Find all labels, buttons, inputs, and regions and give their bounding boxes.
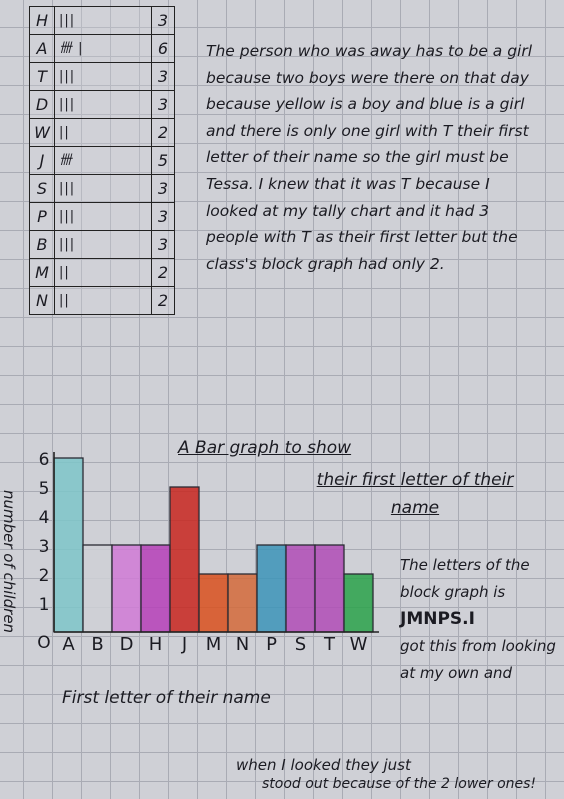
conclusion-letters: JMNPS.I: [400, 609, 475, 629]
tally-count: 3: [151, 90, 175, 119]
tally-row: S ||| 3: [29, 174, 175, 203]
tally-table: H ||| 3 A 卌 | 6 T ||| 3 D ||| 3 W || 2 J 卌 5 S ||| 3 P ||| 3 B ||…: [29, 6, 175, 315]
tally-letter: P: [29, 202, 55, 231]
y-tick-label: 2: [39, 566, 50, 586]
bar-H: [140, 544, 171, 633]
x-tick-label: T: [323, 634, 336, 655]
y-axis-label: number of children: [0, 490, 18, 634]
x-tick-label: B: [91, 634, 103, 655]
tally-row: D ||| 3: [29, 90, 175, 119]
y-tick-label: 6: [39, 450, 50, 470]
tally-count: 3: [151, 6, 175, 35]
tally-count: 2: [151, 286, 175, 315]
bar-B: [82, 544, 113, 633]
tally-letter: B: [29, 230, 55, 259]
tally-marks: |||: [54, 230, 152, 259]
x-tick-label: W: [350, 634, 368, 655]
conclusion-line-3: got this from looking at my own and: [400, 637, 556, 682]
tally-row: W || 2: [29, 118, 175, 147]
origin-label: O: [37, 633, 50, 653]
x-tick-label: N: [236, 634, 249, 655]
bar-T: [314, 544, 345, 633]
tally-row: H ||| 3: [29, 6, 175, 35]
y-tick-label: 3: [39, 537, 50, 557]
tally-letter: J: [29, 146, 55, 175]
tally-letter: T: [29, 62, 55, 91]
tally-letter: H: [29, 6, 55, 35]
bar-S: [285, 544, 316, 633]
tally-count: 5: [151, 146, 175, 175]
tally-letter: A: [29, 34, 55, 63]
bar-chart: 1 2 3 4 5 6 O A B D H J M N P S T W: [37, 450, 379, 655]
x-tick-label: D: [120, 634, 134, 655]
tally-marks: ||: [54, 286, 152, 315]
tally-marks: |||: [54, 202, 152, 231]
tally-marks: ||: [54, 118, 152, 147]
tally-marks: |||: [54, 174, 152, 203]
tally-row: P ||| 3: [29, 202, 175, 231]
tally-row: T ||| 3: [29, 62, 175, 91]
bar-P: [256, 544, 287, 633]
bar-D: [111, 544, 142, 633]
x-tick-label: S: [295, 634, 306, 655]
tally-count: 3: [151, 174, 175, 203]
bar-W: [343, 573, 374, 633]
tally-row: M || 2: [29, 258, 175, 287]
tally-row: N || 2: [29, 286, 175, 315]
x-tick-label: H: [149, 634, 163, 655]
tally-letter: D: [29, 90, 55, 119]
tally-letter: M: [29, 258, 55, 287]
chart-title-line-1: A Bar graph to show: [178, 438, 352, 458]
tally-marks: |||: [54, 6, 152, 35]
bar-N: [227, 573, 258, 633]
y-tick-label: 4: [39, 508, 50, 528]
x-tick-label: P: [266, 634, 277, 655]
tally-count: 3: [151, 62, 175, 91]
tally-marks: 卌 |: [54, 34, 152, 63]
tally-marks: |||: [54, 90, 152, 119]
conclusion-line-1: The letters of the block graph is: [400, 556, 530, 601]
tally-count: 2: [151, 118, 175, 147]
bottom-note-line-1: when I looked they just: [236, 756, 411, 774]
chart-title-line-2: their first letter of their name: [316, 470, 514, 518]
y-tick-label: 1: [39, 595, 50, 615]
bottom-note-line-2: stood out because of the 2 lower ones!: [262, 776, 537, 792]
tally-count: 2: [151, 258, 175, 287]
bar-M: [198, 573, 229, 633]
tally-letter: S: [29, 174, 55, 203]
y-tick-label: 5: [39, 479, 50, 499]
tally-count: 3: [151, 230, 175, 259]
tally-count: 3: [151, 202, 175, 231]
tally-letter: N: [29, 286, 55, 315]
tally-marks: |||: [54, 62, 152, 91]
tally-count: 6: [151, 34, 175, 63]
tally-letter: W: [29, 118, 55, 147]
x-tick-label: M: [206, 634, 222, 655]
tally-marks: 卌: [54, 146, 152, 175]
bar-J: [169, 486, 200, 633]
x-tick-label: A: [62, 634, 75, 655]
tally-row: B ||| 3: [29, 230, 175, 259]
conclusion-text: The letters of the block graph is JMNPS.…: [400, 552, 560, 687]
x-tick-label: J: [181, 634, 187, 655]
explanation-text: The person who was away has to be a girl…: [206, 42, 533, 273]
bar-A: [53, 457, 84, 633]
x-axis-label: First letter of their name: [62, 688, 271, 708]
tally-marks: ||: [54, 258, 152, 287]
tally-body: H ||| 3 A 卌 | 6 T ||| 3 D ||| 3 W || 2 J 卌 5 S ||| 3 P ||| 3 B ||…: [29, 6, 175, 315]
